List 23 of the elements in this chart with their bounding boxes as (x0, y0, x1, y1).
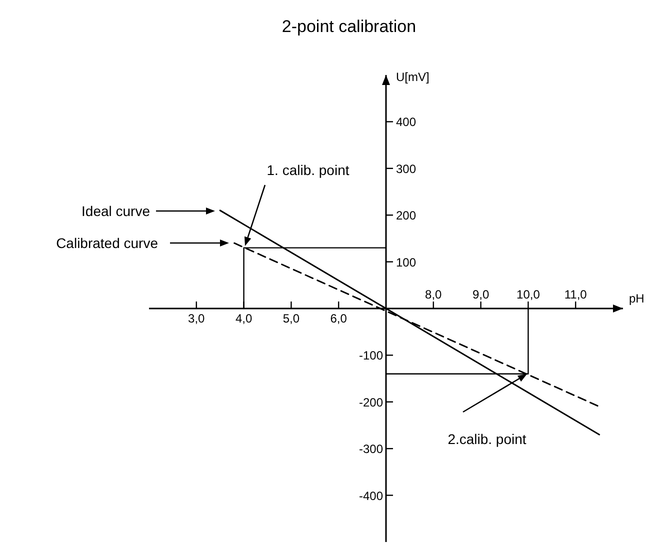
y2-tick-label: 200 (396, 208, 416, 223)
y2-tick-label: 300 (396, 162, 416, 176)
x-tick-label: 3,0 (188, 312, 206, 326)
annotation: 1. calib. point (266, 162, 350, 178)
x2-tick-label: 9,0 (472, 288, 490, 302)
y2-tick-label: 400 (396, 115, 416, 130)
y-tick-label: -400 (358, 488, 384, 503)
x-tick-label: 6,0 (330, 312, 348, 326)
x2-tick-label: 8,0 (425, 288, 442, 302)
y-tick-label: -300 (358, 442, 384, 456)
annotation: Calibrated curve (56, 235, 158, 251)
y2-tick-label: 100 (396, 255, 416, 270)
x-axis-title: pH (629, 292, 644, 306)
chart-title: 2-point calibration (282, 17, 416, 36)
y-tick-label: -200 (358, 395, 384, 410)
annotation: 2.calib. point (448, 431, 526, 447)
y-tick-label: -100 (358, 348, 384, 363)
x2-tick-label: 11,0 (564, 288, 588, 302)
x2-tick-label: 10,0 (516, 288, 540, 302)
y2-axis-title: U[mV] (396, 70, 430, 84)
annotation: Ideal curve (82, 203, 150, 219)
x-tick-label: 4,0 (235, 312, 252, 326)
x-tick-label: 5,0 (282, 312, 300, 326)
